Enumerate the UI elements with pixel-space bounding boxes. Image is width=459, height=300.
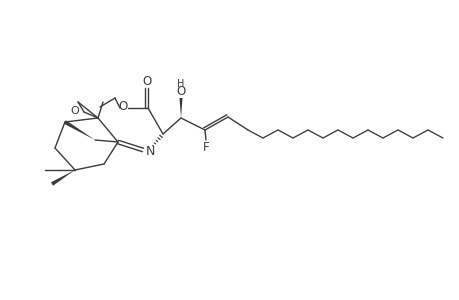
Text: H: H [177,79,184,89]
Text: O: O [71,106,79,116]
Text: O: O [176,85,185,98]
Text: O: O [142,74,151,88]
Text: O: O [118,100,127,112]
Text: N: N [145,145,154,158]
Polygon shape [51,170,75,186]
Polygon shape [179,98,182,118]
Polygon shape [64,120,95,140]
Text: F: F [202,140,209,154]
